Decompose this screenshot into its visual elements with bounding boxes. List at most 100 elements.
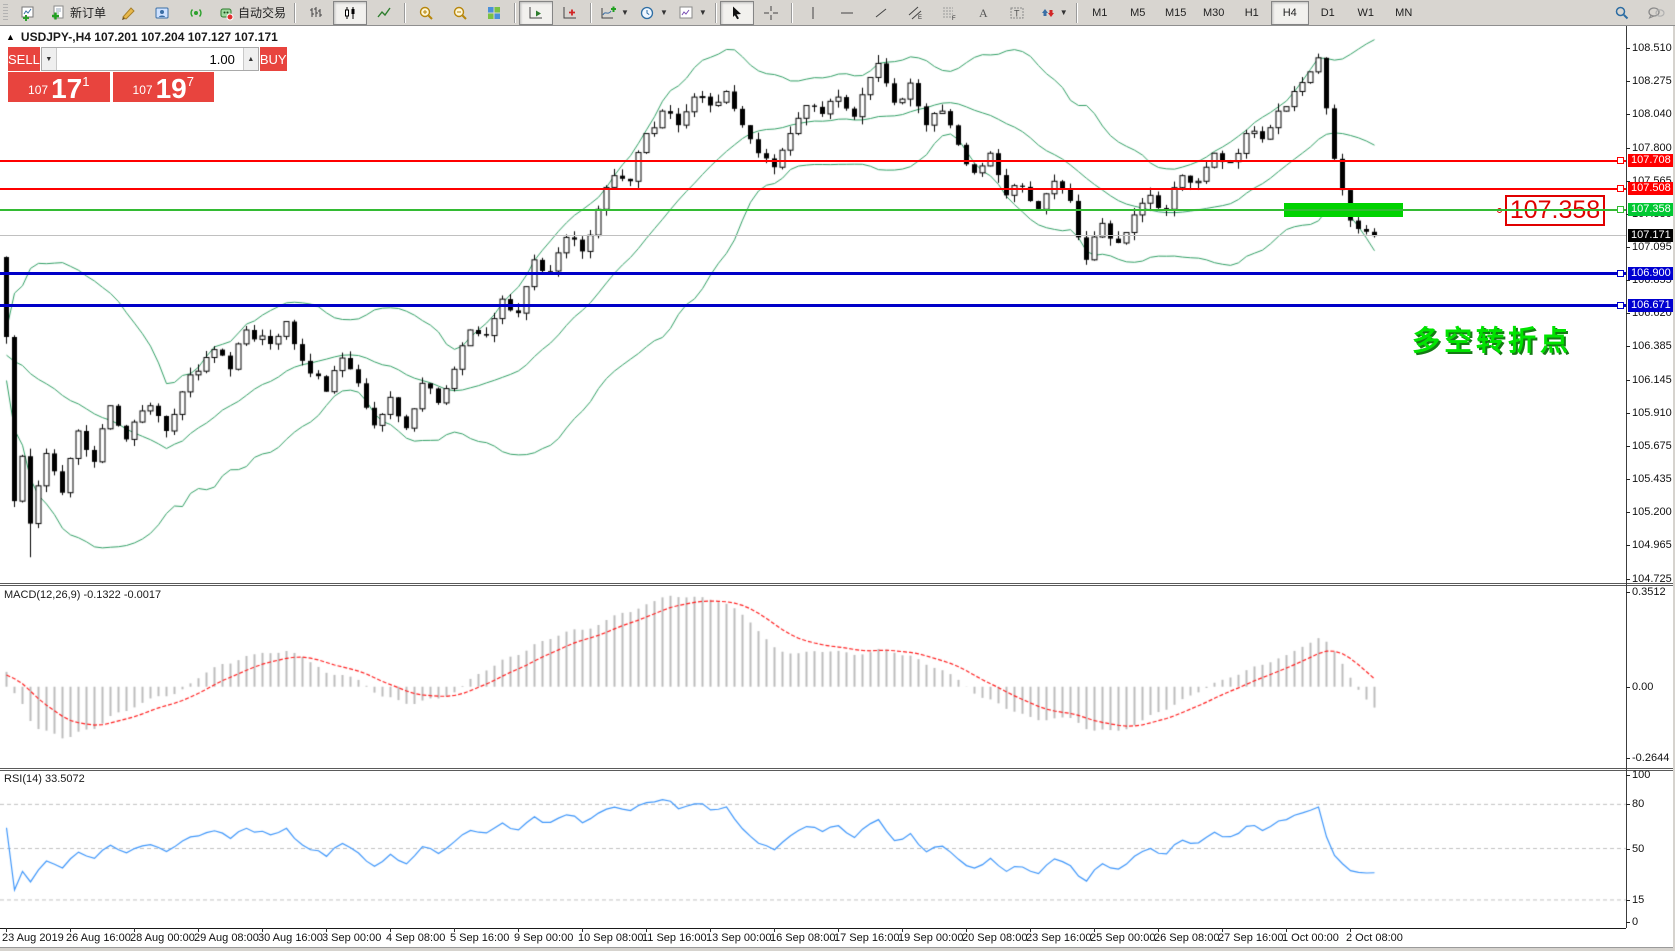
arrows-button[interactable]: ▼ (1034, 1, 1073, 25)
timeframe-w1-button[interactable]: W1 (1347, 1, 1385, 25)
macd-label: MACD(12,26,9) -0.1322 -0.0017 (4, 589, 162, 601)
profiles-button[interactable] (111, 1, 145, 25)
horizontal-level-line[interactable] (0, 209, 1626, 211)
buy-price-panel[interactable]: 107 19 7 (112, 72, 214, 103)
price-axis-tick (1626, 479, 1630, 481)
horizontal-level-line[interactable] (0, 304, 1626, 307)
rsi-axis-tick (1626, 848, 1630, 850)
zoom-in-icon (419, 6, 433, 20)
horizontal-level-line[interactable] (0, 160, 1626, 162)
periods-button[interactable]: ▼ (634, 1, 673, 25)
timeframe-m30-button[interactable]: M30 (1195, 1, 1233, 25)
buy-price-figure: 107 (132, 83, 153, 97)
collapse-arrow-icon[interactable]: ▲ (6, 32, 15, 42)
line-chart-button[interactable] (367, 1, 401, 25)
horizontal-line-button[interactable] (830, 1, 864, 25)
vertical-line-button[interactable] (796, 1, 830, 25)
equidistant-channel-icon: E (908, 6, 922, 21)
price-axis-tick-label: 106.145 (1632, 373, 1672, 386)
volume-increase-button[interactable]: ▲ (242, 48, 258, 70)
new-chart-button[interactable] (11, 1, 45, 25)
cursor-button[interactable] (719, 0, 754, 25)
profiles-icon (122, 6, 135, 20)
market-watch-button[interactable] (145, 1, 179, 25)
volume-decrease-button[interactable]: ▼ (41, 48, 57, 70)
trendline-icon (875, 8, 887, 17)
date-label: 23 Sep 16:00 (1026, 932, 1092, 944)
text-label-button[interactable]: T (1000, 1, 1034, 25)
search-button[interactable] (1605, 1, 1639, 25)
crosshair-button[interactable] (754, 1, 788, 25)
volume-input[interactable] (56, 48, 243, 70)
sell-price-panel[interactable]: 107 17 1 (8, 72, 110, 103)
triangle-up-icon: ▲ (247, 55, 255, 63)
sell-button[interactable]: SELL (8, 47, 40, 71)
time-axis-tick (1158, 928, 1159, 932)
timeframe-label: W1 (1357, 6, 1374, 19)
time-axis-tick (326, 928, 327, 932)
trendline-button[interactable] (864, 1, 898, 25)
price-axis-tick (1626, 445, 1630, 447)
horizontal-level-line[interactable] (0, 188, 1626, 190)
templates-button[interactable]: ▼ (673, 1, 712, 25)
toolbar-grip[interactable] (3, 3, 8, 22)
date-label: 13 Sep 00:00 (706, 932, 772, 944)
toolbar-right-tools (1605, 1, 1673, 25)
equidistant-channel-button[interactable]: E (898, 1, 932, 25)
price-axis-tick (1626, 48, 1630, 49)
time-axis-tick (6, 928, 7, 932)
horizontal-level-line[interactable] (0, 272, 1626, 275)
new-order-button[interactable]: 新订单 (45, 1, 111, 25)
fibonacci-button[interactable]: F (932, 1, 966, 25)
price-axis-tick (1626, 579, 1630, 580)
zoom-in-button[interactable] (409, 1, 443, 25)
macd-panel-separator[interactable] (0, 583, 1675, 586)
new-chart-icon (21, 6, 34, 21)
timeframe-h1-button[interactable]: H1 (1233, 1, 1271, 25)
timeframe-m15-button[interactable]: M15 (1157, 1, 1195, 25)
chart-shift-button[interactable] (553, 1, 587, 25)
autotrading-icon (220, 8, 234, 20)
candlestick-chart-button[interactable] (333, 0, 368, 25)
timeframe-m1-button[interactable]: M1 (1081, 1, 1119, 25)
price-axis-tick (1626, 147, 1630, 149)
price-axis-tick (1626, 246, 1630, 248)
buy-button[interactable]: BUY (259, 47, 287, 71)
time-axis-tick (198, 928, 199, 932)
vertical-line-icon (812, 6, 814, 19)
text-button[interactable]: A (966, 1, 1000, 25)
timeframe-d1-button[interactable]: D1 (1309, 1, 1347, 25)
price-axis-tick-label: 105.435 (1632, 473, 1672, 486)
svg-text:E: E (918, 15, 922, 21)
new-order-icon (52, 5, 64, 19)
sell-price-figure: 107 (28, 83, 49, 97)
price-axis-tick (1626, 280, 1630, 282)
chinese-annotation[interactable]: 多空转折点 (1412, 319, 1572, 359)
price-axis-tick (1626, 80, 1630, 82)
chart-canvas[interactable] (0, 26, 1675, 951)
time-axis-tick (454, 928, 455, 932)
svg-text:A: A (979, 6, 988, 20)
auto-scroll-icon (529, 6, 543, 18)
rsi-axis-tick-label: 50 (1632, 842, 1645, 855)
buy-label: BUY (259, 51, 287, 67)
level-price-label: 107.358 (1628, 203, 1675, 216)
timeframe-mn-button[interactable]: MN (1385, 1, 1423, 25)
auto-scroll-button[interactable] (519, 0, 554, 25)
price-axis-tick-label: 108.275 (1632, 74, 1672, 87)
zoom-out-button[interactable] (443, 1, 477, 25)
rsi-panel-separator[interactable] (0, 768, 1675, 771)
timeframe-m5-button[interactable]: M5 (1119, 1, 1157, 25)
indicators-button[interactable]: ▼ (595, 1, 634, 25)
autotrading-button[interactable]: 自动交易 (213, 1, 291, 25)
timeframe-h4-button[interactable]: H4 (1270, 0, 1309, 25)
date-label: 11 Sep 16:00 (642, 932, 707, 944)
time-axis-tick (134, 928, 135, 932)
date-label: 10 Sep 08:00 (578, 932, 644, 944)
horizontal-level-line[interactable] (0, 235, 1626, 236)
bar-chart-button[interactable] (299, 1, 333, 25)
tile-windows-button[interactable] (477, 1, 511, 25)
text-label-icon: T (1010, 7, 1024, 18)
chat-button[interactable] (1639, 1, 1673, 25)
signals-button[interactable] (179, 1, 213, 25)
